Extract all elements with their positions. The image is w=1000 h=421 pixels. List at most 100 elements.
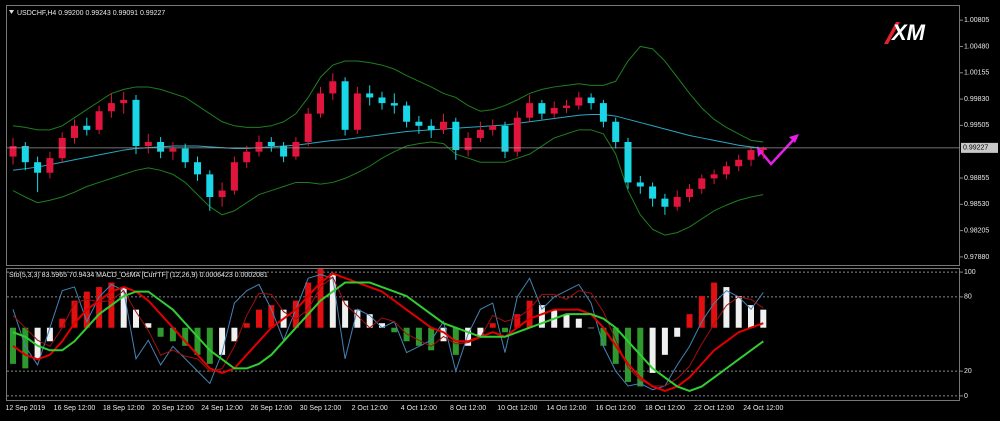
- osma-bar: [133, 309, 139, 328]
- candle-body: [255, 141, 263, 152]
- x-tick-label: 2 Oct 12:00: [352, 405, 388, 412]
- osma-bar: [698, 296, 705, 328]
- candle-body: [83, 125, 91, 130]
- osma-bar: [711, 282, 718, 328]
- candle-body: [513, 117, 521, 152]
- logo: XM: [890, 20, 926, 45]
- osma-bar: [661, 327, 668, 355]
- indicator-line: [12, 272, 764, 393]
- osma-bar: [600, 327, 607, 346]
- osma-bar: [477, 327, 484, 337]
- osma-bar: [674, 327, 681, 337]
- osma-bar: [329, 273, 336, 328]
- candle-body: [230, 162, 238, 191]
- osma-bar: [514, 314, 521, 328]
- candle-body: [169, 148, 177, 152]
- y-tick-label: 1.00155: [964, 70, 989, 77]
- candle-body: [501, 125, 509, 152]
- x-tick-label: 8 Oct 12:00: [450, 405, 486, 412]
- y-tick-label: 20: [964, 368, 972, 375]
- indicator-line: [12, 274, 764, 391]
- osma-bar: [231, 327, 238, 342]
- x-tick-label: 10 Oct 12:00: [497, 405, 537, 412]
- candle-body: [194, 162, 201, 175]
- candle-body: [34, 162, 42, 173]
- osma-bar: [342, 300, 349, 328]
- x-tick-label: 4 Oct 12:00: [401, 405, 437, 412]
- candle-body: [144, 141, 152, 147]
- candle-body: [575, 97, 583, 106]
- candle-body: [538, 103, 546, 114]
- osma-bar: [194, 327, 201, 355]
- y-tick-label: 0.99830: [964, 96, 989, 103]
- candle-body: [21, 146, 29, 163]
- osma-bar: [46, 327, 53, 342]
- x-tick-label: 22 Oct 12:00: [694, 405, 734, 412]
- candle-body: [526, 103, 534, 118]
- candle-body: [550, 107, 558, 114]
- candle-body: [636, 182, 644, 187]
- candle-body: [107, 103, 115, 112]
- osma-bar: [625, 327, 631, 382]
- osma-bar: [145, 323, 152, 328]
- osma-bar: [219, 327, 226, 355]
- osma-bar: [760, 309, 767, 328]
- y-tick-label: 0.97880: [964, 254, 989, 261]
- y-tick-label: 1.00805: [964, 17, 989, 24]
- main-panel-frame: [6, 5, 960, 266]
- osma-bar: [686, 314, 693, 328]
- arrow-head: [789, 134, 799, 143]
- y-tick-label: 0: [964, 393, 968, 400]
- osma-bar: [502, 327, 508, 333]
- candle-body: [378, 97, 386, 104]
- indicator-line: [12, 281, 764, 393]
- candle-body: [304, 113, 312, 142]
- osma-bar: [305, 282, 312, 328]
- osma-bar: [182, 327, 189, 346]
- candle-body: [698, 178, 706, 189]
- osma-bar: [637, 327, 644, 387]
- last-price-box: [961, 142, 998, 153]
- osma-bar: [96, 287, 103, 328]
- symbol-marker: [9, 10, 14, 14]
- x-tick-label: 24 Oct 12:00: [743, 405, 783, 412]
- x-tick-label: 20 Sep 12:00: [152, 405, 194, 412]
- candle-body: [157, 141, 165, 152]
- indicator-header: Sto(5,3,3) 83.5965 70.9434 MACD_OsMA [Cu…: [9, 272, 268, 279]
- osma-bar: [379, 323, 385, 328]
- candle-body: [440, 121, 447, 130]
- candle-body: [476, 129, 484, 138]
- candle-body: [415, 121, 423, 126]
- indicator-line: [12, 113, 764, 171]
- candle-body: [403, 105, 411, 122]
- x-tick-label: 14 Oct 12:00: [546, 405, 586, 412]
- osma-bar: [415, 327, 422, 346]
- osma-bar: [649, 327, 656, 373]
- osma-bar: [366, 314, 373, 328]
- osma-bar: [748, 305, 754, 328]
- y-tick-label: 0.98855: [964, 175, 989, 182]
- indicator-line: [12, 129, 764, 236]
- osma-bar: [440, 327, 447, 342]
- indicator-panel-frame: [6, 268, 960, 401]
- osma-bar: [34, 327, 41, 360]
- indicator-line: [12, 45, 764, 143]
- candle-body: [267, 141, 275, 147]
- candle-body: [587, 97, 595, 104]
- candle-body: [9, 146, 17, 157]
- osma-bar: [723, 287, 730, 328]
- x-tick-label: 26 Sep 12:00: [250, 405, 292, 412]
- candle-body: [710, 174, 718, 179]
- candle-body: [120, 99, 128, 104]
- candle-body: [218, 190, 226, 198]
- osma-bar: [256, 309, 262, 328]
- symbol-header: USDCHF,H4 0.99200 0.99243 0.99091 0.9922…: [17, 10, 165, 17]
- candle-body: [181, 148, 189, 163]
- candle-body: [353, 93, 361, 130]
- candle-body: [673, 197, 681, 207]
- candle-body: [686, 188, 693, 198]
- candle-body: [95, 111, 103, 130]
- osma-bar: [71, 300, 78, 328]
- y-tick-label: 1.00480: [964, 43, 989, 50]
